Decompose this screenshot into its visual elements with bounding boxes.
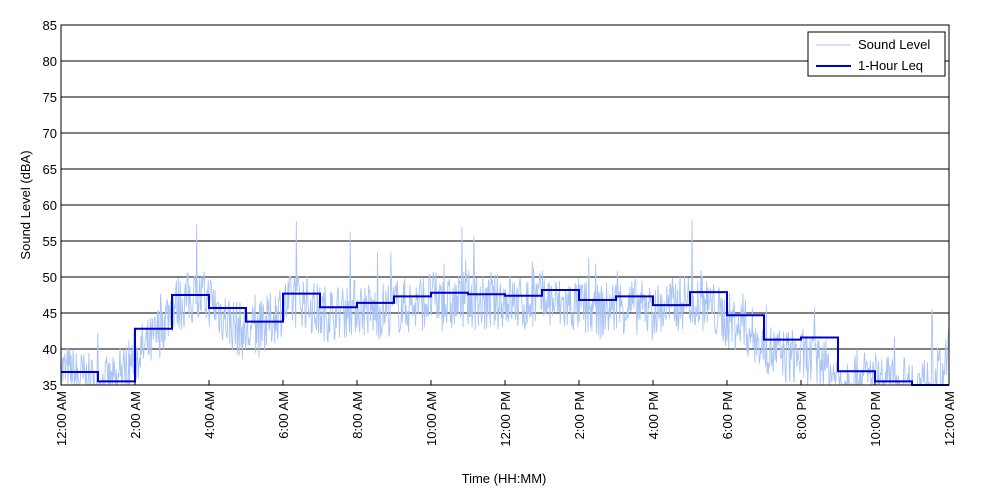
y-tick-label: 80 <box>43 54 57 69</box>
y-tick-label: 70 <box>43 126 57 141</box>
legend: Sound Level 1-Hour Leq <box>807 31 946 77</box>
x-axis: 12:00 AM 2:00 AM 4:00 AM 6:00 AM 8:00 AM 10:0… <box>54 380 957 447</box>
x-tick-label: 8:00 AM <box>350 391 365 439</box>
x-tick-label: 12:00 AM <box>54 391 69 446</box>
y-axis: 35 40 45 50 55 60 65 70 75 80 85 <box>43 18 66 393</box>
legend-box <box>807 31 946 77</box>
y-tick-label: 75 <box>43 90 57 105</box>
x-tick-label: 10:00 AM <box>424 391 439 446</box>
x-axis-label: Time (HH:MM) <box>462 471 547 486</box>
sound-level-line <box>60 219 950 387</box>
y-tick-label: 50 <box>43 270 57 285</box>
legend-label-leq: 1-Hour Leq <box>858 58 923 73</box>
y-tick-label: 65 <box>43 162 57 177</box>
x-tick-label: 2:00 AM <box>128 391 143 439</box>
sound-level-series <box>60 219 950 387</box>
x-tick-label: 6:00 PM <box>720 391 735 439</box>
x-tick-label: 4:00 AM <box>202 391 217 439</box>
y-tick-label: 35 <box>43 378 57 393</box>
y-tick-label: 40 <box>43 342 57 357</box>
x-tick-label: 4:00 PM <box>646 391 661 439</box>
x-tick-label: 8:00 PM <box>794 391 809 439</box>
y-tick-label: 60 <box>43 198 57 213</box>
y-tick-label: 85 <box>43 18 57 33</box>
x-tick-label: 12:00 PM <box>498 391 513 447</box>
legend-label-sound-level: Sound Level <box>858 37 930 52</box>
x-tick-label: 2:00 PM <box>572 391 587 439</box>
y-axis-label: Sound Level (dBA) <box>18 150 33 259</box>
x-tick-label: 10:00 PM <box>868 391 883 447</box>
y-tick-label: 55 <box>43 234 57 249</box>
x-tick-label: 6:00 AM <box>276 391 291 439</box>
leq-series <box>61 289 949 386</box>
x-tick-label: 12:00 AM <box>942 391 957 446</box>
leq-step-line <box>61 289 949 386</box>
y-tick-label: 45 <box>43 306 57 321</box>
